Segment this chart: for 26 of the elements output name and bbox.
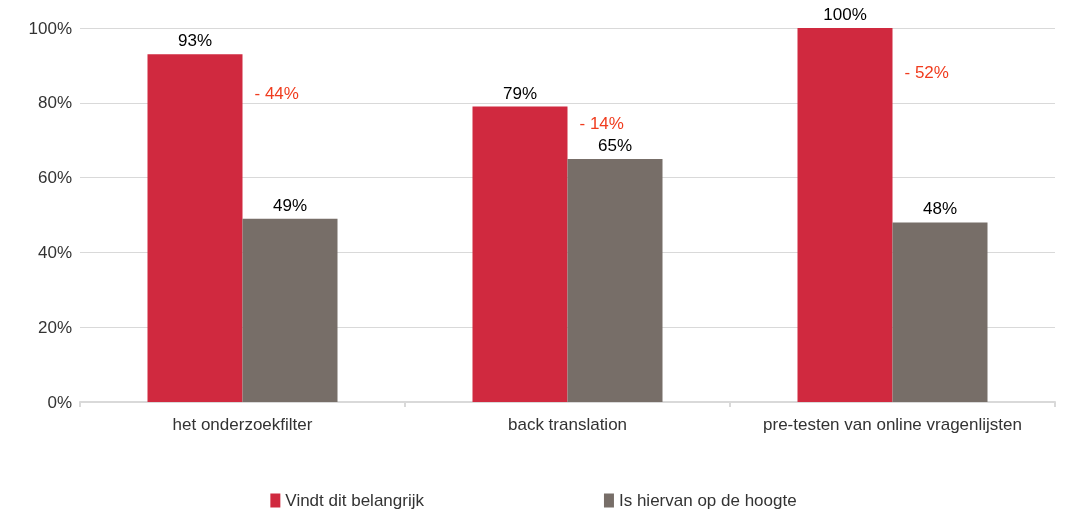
text: 49%: [272, 195, 308, 215]
text: 79%: [502, 83, 538, 103]
y-tick-label: 40%: [37, 242, 72, 262]
y-tick-label: 20%: [37, 317, 72, 337]
x-tick-label: pre-testen van online vragenlijsten: [763, 415, 1022, 434]
text: 65%: [597, 135, 633, 155]
x-tick-label: het onderzoekfilter: [172, 415, 313, 434]
annotation: - 14%: [579, 113, 624, 133]
text: 100%: [823, 5, 867, 24]
bar: [472, 106, 568, 402]
bar: [147, 54, 243, 402]
legend-label: Vindt dit belangrijk: [285, 491, 425, 510]
bar: [567, 158, 663, 402]
y-tick-label: 80%: [37, 93, 72, 113]
bar: [797, 28, 893, 402]
text: 93%: [177, 31, 213, 51]
text: 48%: [922, 199, 958, 219]
annotation: - 52%: [904, 63, 949, 83]
bar: [242, 218, 338, 402]
y-tick-label: 60%: [37, 168, 72, 188]
y-tick-label: 0%: [47, 392, 72, 412]
x-tick-label: back translation: [507, 415, 628, 434]
legend-label: Is hiervan op de hoogte: [618, 491, 797, 510]
y-tick-label: 100%: [28, 18, 72, 38]
bar: [892, 222, 988, 402]
annotation: - 44%: [254, 83, 299, 103]
